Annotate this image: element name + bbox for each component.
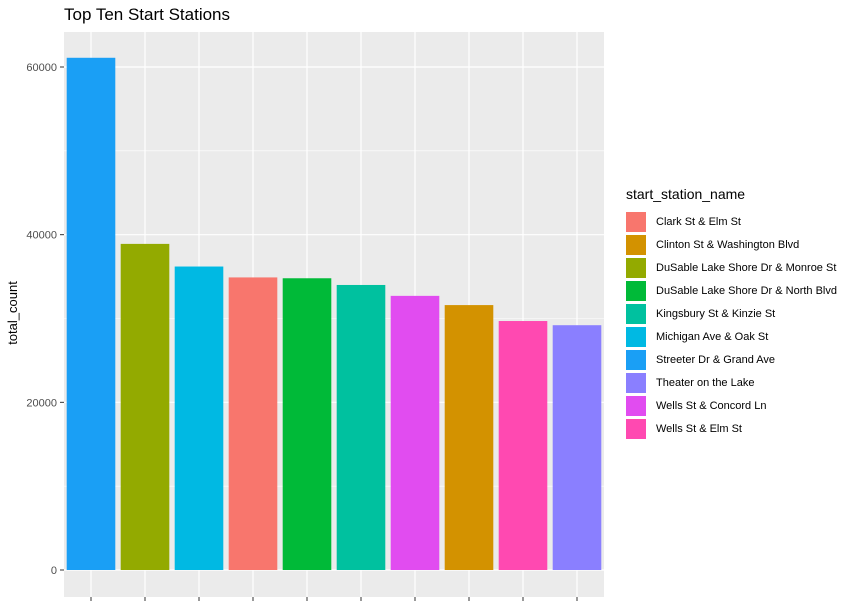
legend-label: Clinton St & Washington Blvd	[656, 238, 800, 251]
bar-theater-on-the-lake	[552, 325, 602, 570]
legend-item: Kingsbury St & Kinzie St	[626, 302, 837, 325]
legend-item: Streeter Dr & Grand Ave	[626, 348, 837, 371]
bar-streeter-dr-grand-ave	[66, 57, 116, 571]
legend-key	[626, 211, 646, 232]
legend-item: DuSable Lake Shore Dr & Monroe St	[626, 256, 837, 279]
legend-key	[626, 418, 646, 439]
legend-label: DuSable Lake Shore Dr & North Blvd	[656, 284, 837, 297]
legend-label: Kingsbury St & Kinzie St	[656, 307, 776, 320]
chart-title: Top Ten Start Stations	[64, 5, 231, 24]
bar-clinton-st-washington-blvd	[444, 305, 494, 570]
legend-key	[626, 372, 646, 393]
legend-label: Wells St & Elm St	[656, 422, 742, 435]
y-tick-label: 0	[51, 565, 57, 577]
bar-dusable-lake-shore-dr-north-blvd	[282, 278, 332, 570]
bar-wells-st-concord-ln	[390, 295, 440, 570]
legend-title: start_station_name	[626, 186, 746, 202]
bar-wells-st-elm-st	[498, 321, 548, 570]
y-tick-label: 60000	[26, 62, 57, 74]
legend-item: Michigan Ave & Oak St	[626, 325, 837, 348]
bar-dusable-lake-shore-dr-monroe-st	[120, 243, 170, 570]
legend-label: DuSable Lake Shore Dr & Monroe St	[656, 261, 837, 274]
y-axis-title: total_count	[5, 281, 20, 345]
legend: start_station_name Clark St & Elm St Clin…	[626, 186, 837, 440]
y-axis: 0 20000 40000 60000	[26, 62, 64, 577]
y-tick-label: 20000	[26, 397, 57, 409]
bars	[66, 57, 602, 571]
legend-items: Clark St & Elm St Clinton St & Washington…	[626, 210, 837, 440]
legend-key	[626, 234, 646, 255]
legend-item: Theater on the Lake	[626, 371, 837, 394]
legend-key	[626, 349, 646, 370]
bar-clark-st-elm-st	[228, 277, 278, 570]
legend-key	[626, 326, 646, 347]
legend-item: Wells St & Concord Ln	[626, 394, 837, 417]
legend-key	[626, 303, 646, 324]
legend-label: Streeter Dr & Grand Ave	[656, 353, 776, 366]
legend-item: Wells St & Elm St	[626, 417, 837, 440]
y-tick-label: 40000	[26, 230, 57, 242]
legend-label: Wells St & Concord Ln	[656, 399, 767, 412]
legend-label: Theater on the Lake	[656, 376, 755, 389]
legend-item: DuSable Lake Shore Dr & North Blvd	[626, 279, 837, 302]
legend-key	[626, 257, 646, 278]
bar-kingsbury-st-kinzie-st	[336, 284, 386, 570]
legend-item: Clark St & Elm St	[626, 210, 837, 233]
bar-michigan-ave-oak-st	[174, 266, 224, 570]
x-axis	[90, 597, 578, 601]
legend-key	[626, 395, 646, 416]
legend-item: Clinton St & Washington Blvd	[626, 233, 837, 256]
legend-label: Clark St & Elm St	[656, 215, 741, 228]
legend-label: Michigan Ave & Oak St	[656, 330, 769, 343]
legend-key	[626, 280, 646, 301]
